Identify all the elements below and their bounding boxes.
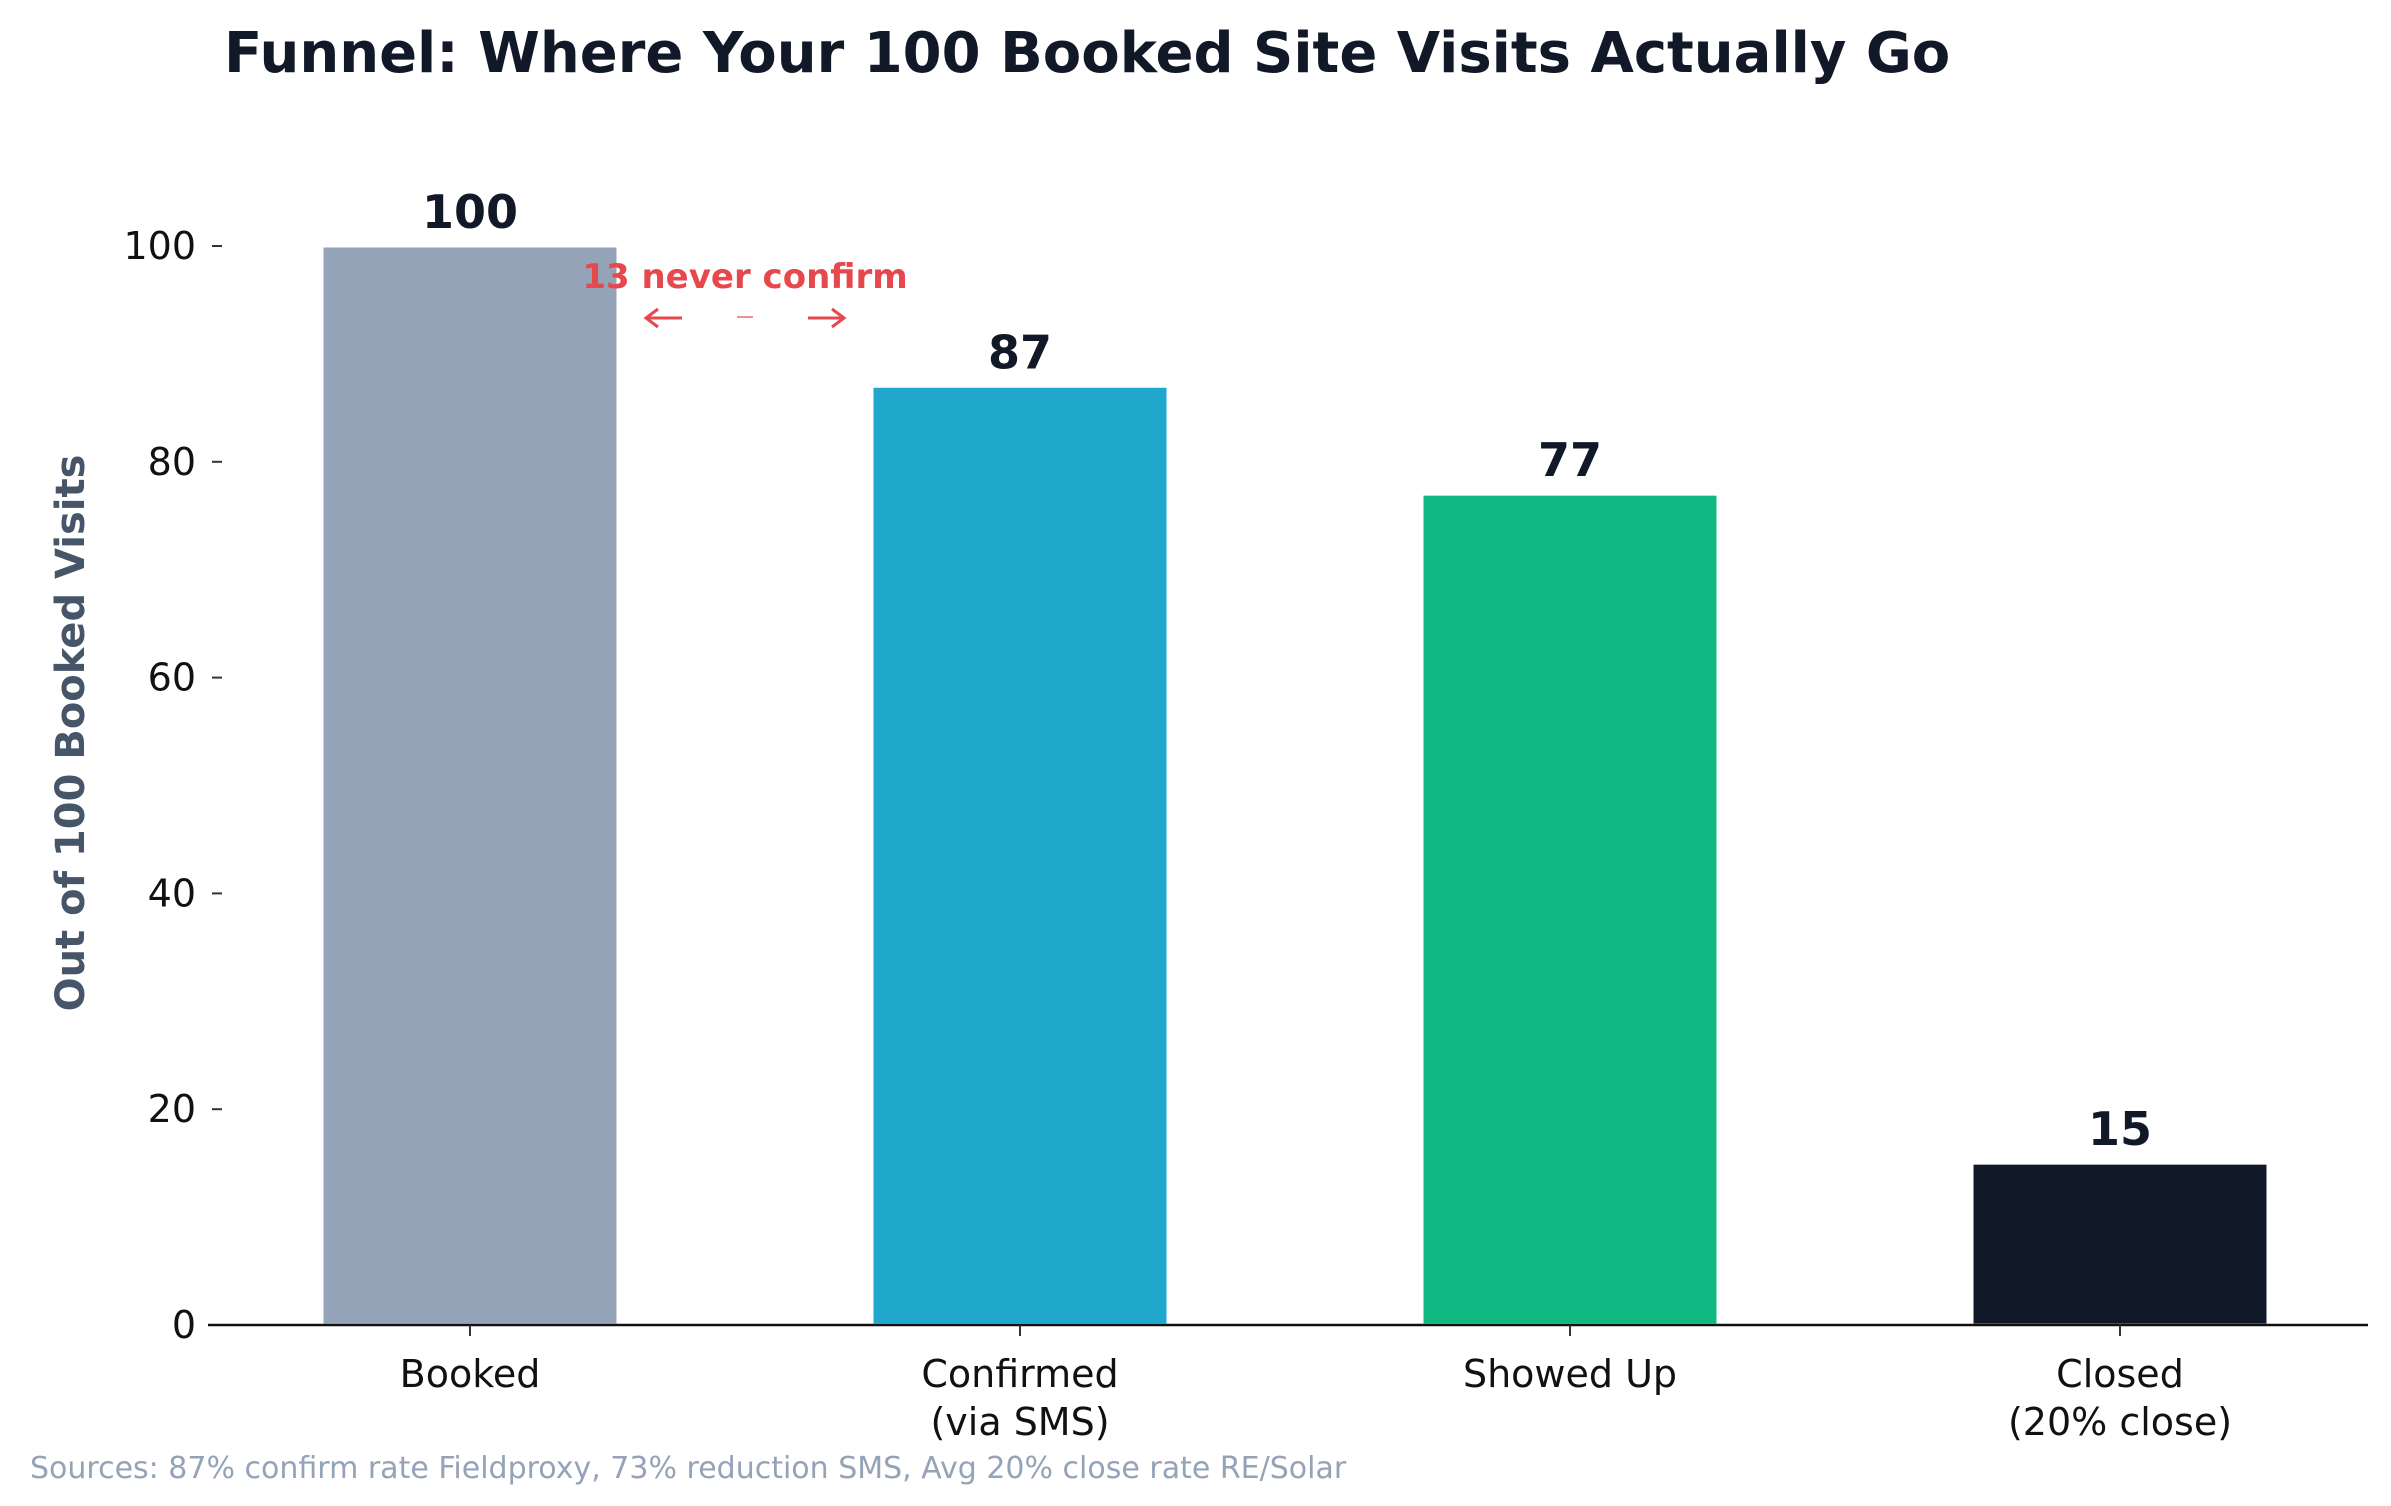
y-tick-label: 60	[148, 656, 196, 700]
bar-value-label: 77	[1538, 433, 1602, 487]
y-tick-label: 100	[123, 224, 196, 268]
y-axis: 0 20 40 60 80 100	[123, 224, 222, 1347]
y-tick-label: 0	[172, 1303, 196, 1347]
x-axis: Booked Confirmed (via SMS) Showed Up Closed(…	[208, 1323, 2368, 1444]
y-axis-label: Out of 100 Booked Visits	[48, 455, 94, 1012]
x-category-label: Booked	[400, 1352, 541, 1396]
drop-off-annotation: 13 never confirm	[582, 257, 908, 329]
bar	[1420, 492, 1720, 1327]
bar-value-label: 15	[2088, 1102, 2152, 1156]
annotation-arrowhead-left	[643, 307, 659, 329]
x-category-label: Closed (20% close)	[2008, 1352, 2232, 1444]
x-category-label: Confirmed (via SMS)	[921, 1352, 1118, 1444]
y-tick-label: 80	[148, 440, 196, 484]
annotation-text: 13 never confirm	[582, 257, 907, 297]
bar	[1970, 1161, 2270, 1327]
value-labels: 100 87 77 15	[422, 185, 2152, 1156]
annotation-arrowhead-right	[831, 307, 847, 329]
y-tick-label: 20	[148, 1087, 196, 1131]
x-category-label: Showed Up	[1463, 1352, 1677, 1396]
source-note: Sources: 87% confirm rate Fieldproxy, 73…	[30, 1451, 1347, 1486]
chart-title: Funnel: Where Your 100 Booked Site Visit…	[224, 21, 1950, 86]
y-tick-label: 40	[148, 871, 196, 915]
bar	[320, 244, 620, 1327]
bar	[870, 384, 1170, 1327]
bars	[320, 244, 2270, 1327]
bar-value-label: 87	[988, 325, 1052, 379]
bar-value-label: 100	[422, 185, 518, 239]
